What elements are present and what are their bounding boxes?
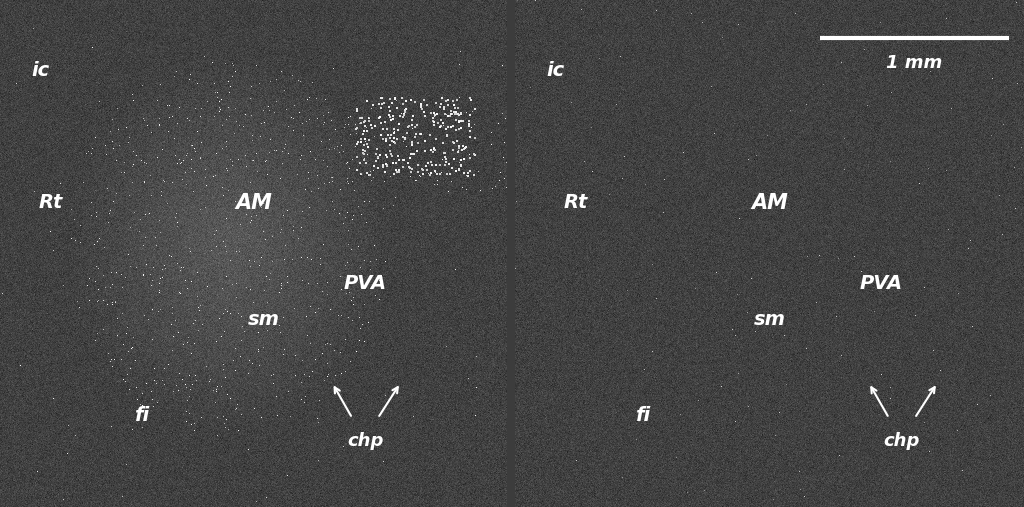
Text: AM: AM [236, 193, 272, 213]
Text: sm: sm [248, 310, 280, 329]
Text: Rt: Rt [564, 193, 588, 212]
Text: AM: AM [751, 193, 787, 213]
Text: ic: ic [547, 61, 565, 81]
Text: fi: fi [134, 406, 150, 425]
Text: ic: ic [32, 61, 49, 81]
Text: fi: fi [635, 406, 650, 425]
Text: chp: chp [884, 432, 920, 450]
Text: chp: chp [347, 432, 383, 450]
Text: sm: sm [754, 310, 785, 329]
Text: 1 mm: 1 mm [887, 54, 943, 73]
Text: PVA: PVA [343, 274, 387, 294]
Text: Rt: Rt [39, 193, 62, 212]
Text: PVA: PVA [860, 274, 903, 294]
